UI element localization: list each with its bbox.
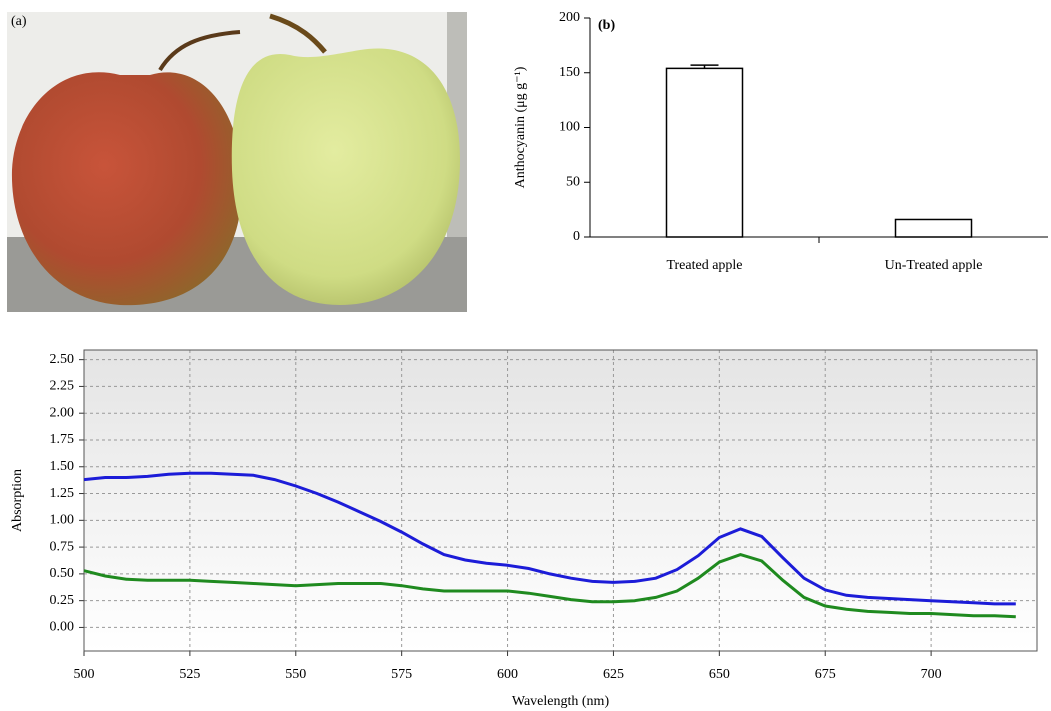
bar: [665, 67, 744, 238]
y-tick-label: 0.25: [50, 593, 75, 608]
y-tick-label: 200: [559, 10, 580, 25]
y-tick-label: 0.50: [50, 566, 75, 581]
y-tick-label: 2.00: [50, 405, 75, 420]
y-tick-label: 0.00: [50, 620, 75, 635]
bar: [894, 218, 973, 238]
y-tick-label: 150: [559, 65, 580, 80]
y-axis-label: Absorption: [10, 469, 25, 532]
panel-label: (a): [11, 14, 27, 29]
y-tick-label: 0.75: [50, 539, 75, 554]
x-tick-label: 700: [921, 667, 942, 682]
panel-label: (b): [598, 18, 615, 33]
y-tick-label: 0: [573, 229, 580, 244]
y-tick-label: 100: [559, 120, 580, 135]
x-axis-label: Wavelength (nm): [512, 694, 610, 709]
y-tick-label: 1.00: [50, 513, 75, 528]
x-tick-label: 675: [815, 667, 836, 682]
data-line: [83, 553, 1016, 619]
plot-frame: [83, 349, 1038, 652]
x-tick-label: 500: [74, 667, 95, 682]
y-tick-label: 2.25: [50, 379, 75, 394]
data-line: [83, 471, 1016, 606]
x-tick-label: 650: [709, 667, 730, 682]
x-tick-label: 550: [285, 667, 306, 682]
x-tick-label: Treated apple: [666, 258, 742, 273]
y-tick-label: 1.50: [50, 459, 75, 474]
plot-background: [84, 350, 1037, 651]
x-tick-label: 625: [603, 667, 624, 682]
y-tick-label: 2.50: [50, 352, 75, 367]
y-tick-label: 1.75: [50, 432, 75, 447]
x-tick-label: 575: [391, 667, 412, 682]
x-tick-label: 600: [497, 667, 518, 682]
x-tick-label: Un-Treated apple: [885, 258, 983, 273]
x-tick-label: 525: [179, 667, 200, 682]
y-axis-label: Anthocyanin (μg g⁻¹): [513, 66, 528, 188]
y-tick-label: 50: [566, 174, 580, 189]
y-tick-label: 1.25: [50, 486, 75, 501]
photo: (a): [7, 12, 467, 312]
